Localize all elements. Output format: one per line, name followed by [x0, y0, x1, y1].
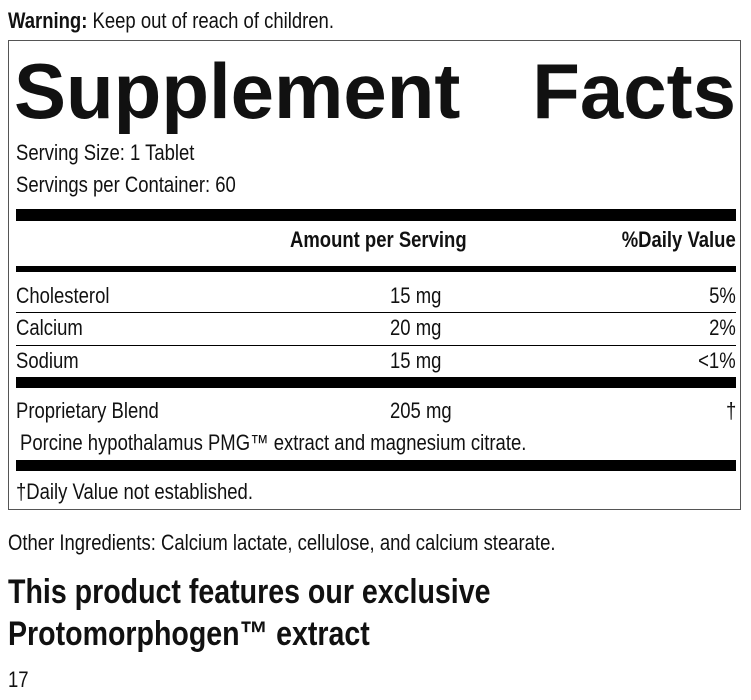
divider-thick [16, 209, 736, 221]
supplement-facts-panel [8, 40, 741, 510]
title-word: Facts [532, 47, 736, 135]
header-amount: Amount per Serving [290, 227, 467, 252]
header-daily-value: %Daily Value [621, 227, 736, 252]
other-ingredients: Other Ingredients: Calcium lactate, cell… [8, 530, 556, 555]
divider-thick [16, 377, 736, 388]
divider-medium [16, 266, 736, 272]
divider-thin [16, 345, 736, 346]
blend-ingredients: Porcine hypothalamus PMG™ extract and ma… [20, 430, 527, 455]
feature-line-1: This product features our exclusive [8, 573, 491, 611]
row-amount: 20 mg [390, 315, 442, 340]
warning-text: Keep out of reach of children. [92, 8, 334, 33]
panel-title: Supplement Facts [14, 48, 736, 134]
feature-line-2: Protomorphogen™ extract [8, 615, 370, 653]
warning: Warning: Keep out of reach of children. [8, 8, 334, 34]
row-name: Calcium [16, 315, 83, 340]
row-dv: 5% [709, 283, 736, 308]
title-word: Supplement [14, 47, 461, 135]
blend-amount: 205 mg [390, 398, 452, 423]
divider-thick [16, 460, 736, 471]
row-name: Cholesterol [16, 283, 110, 308]
page-number: 17 [8, 667, 29, 692]
row-amount: 15 mg [390, 348, 442, 373]
warning-label: Warning: [8, 8, 88, 33]
blend-dv: † [725, 398, 736, 423]
blend-name: Proprietary Blend [16, 398, 159, 423]
footnote: †Daily Value not established. [16, 479, 253, 504]
serving-size: Serving Size: 1 Tablet [16, 140, 195, 165]
row-name: Sodium [16, 348, 79, 373]
servings-per-container: Servings per Container: 60 [16, 172, 236, 197]
row-amount: 15 mg [390, 283, 442, 308]
row-dv: <1% [698, 348, 736, 373]
row-dv: 2% [709, 315, 736, 340]
divider-thin [16, 312, 736, 313]
